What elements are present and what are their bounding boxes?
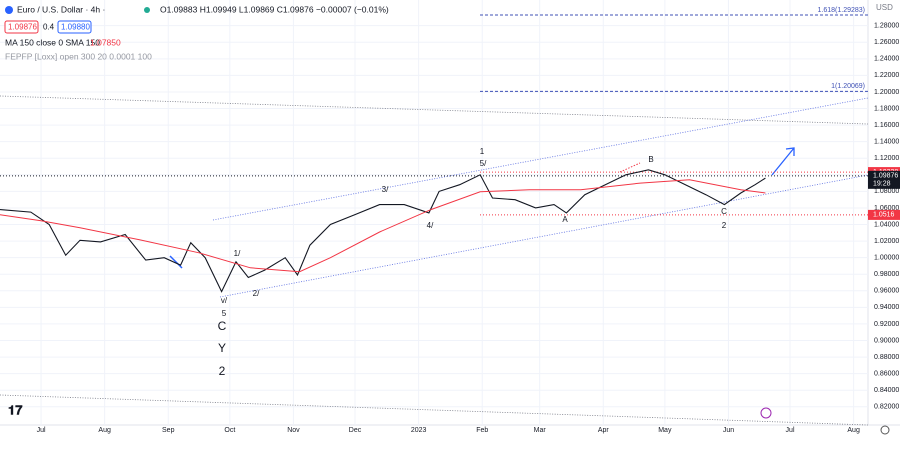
wave-label: 2 [219,364,226,378]
y-tick-label: 0.82000 [874,404,899,411]
market-status [144,7,150,13]
price-tag-time: 19:28 [873,181,891,188]
y-tick-label: 0.86000 [874,370,899,377]
ma-value: 1.07850 [90,37,121,47]
y-tick-label: 0.88000 [874,354,899,361]
sma-line [0,179,766,273]
trend-line [619,162,641,173]
x-tick-label: Nov [287,427,300,434]
price-tag [868,209,900,220]
y-tick-label: 1.02000 [874,238,899,245]
ohlc-legend: O1.09883 H1.09949 L1.09869 C1.09876 −0.0… [160,4,389,14]
wave-label: 5 [222,309,227,318]
wave-label: v/ [221,296,228,305]
y-tick-label: 1.22000 [874,72,899,79]
price-tag-label: 1.0516 [873,212,895,219]
price-tag [868,170,900,189]
wave-label: Y [218,341,226,355]
y-tick-label: 1.04000 [874,221,899,228]
price-tag-label: 1.09876 [873,173,898,180]
bid-box[interactable] [4,20,39,34]
price-line [0,169,766,293]
logo: 𝟏𝟕 [8,402,23,417]
pattern-line [169,255,183,269]
bid: 1.09876 [8,23,37,32]
wave-label: C [218,319,227,333]
y-tick-label: 0.92000 [874,321,899,328]
x-tick-label: Jun [723,427,734,434]
wave-label: 3/ [382,185,389,194]
wave-label: C [721,207,727,216]
y-tick-label: 1.24000 [874,56,899,63]
y-tick-label: 0.90000 [874,337,899,344]
wave-label: 1/ [234,249,241,258]
wave-label: 5/ [480,159,487,168]
y-tick-label: 1.28000 [874,23,899,30]
x-tick-label: Sep [162,427,175,434]
event-icon[interactable] [760,407,772,419]
ask-box[interactable] [57,20,92,34]
fib-label: 1(1.20069) [831,83,865,90]
wave-label: 2/ [253,289,260,298]
y-tick-label: 1.12000 [874,155,899,162]
y-tick-label: 1.06000 [874,205,899,212]
forecast-arrow-head [785,147,795,156]
x-tick-label: Oct [224,427,235,434]
y-tick-label: 1.00000 [874,254,899,261]
x-tick-label: Jul [786,427,795,434]
wave-label: 4/ [427,221,434,230]
ma-legend: MA 150 close 0 SMA 150 [5,37,100,47]
x-tick-label: Dec [349,427,362,434]
indicator-legend: FEPFP [Loxx] open 300 20 0.0001 100 [5,51,152,61]
y-tick-label: 0.98000 [874,271,899,278]
symbol-icon [5,6,13,14]
x-tick-label: Mar [534,427,547,434]
forecast-arrow [771,147,795,176]
settings-icon[interactable] [880,425,890,435]
wave-label: A [562,215,568,224]
y-tick-label: 1.16000 [874,122,899,129]
wave-label: B [648,155,653,164]
spread: 0.4 [43,23,55,32]
x-tick-label: 2023 [411,427,427,434]
x-tick-label: Aug [98,427,111,434]
channel-line [212,97,869,221]
x-tick-label: Feb [476,427,488,434]
x-tick-label: Aug [847,427,860,434]
fib-label: 1.618(1.29283) [818,7,865,14]
x-tick-label: Jul [37,427,46,434]
y-tick-label: 0.94000 [874,304,899,311]
y-tick-label: 1.14000 [874,139,899,146]
wave-label: 1 [480,147,485,156]
chart-title: Euro / U.S. Dollar · 4h · [17,4,105,14]
y-tick-label: 1.26000 [874,39,899,46]
x-tick-label: May [658,427,672,434]
y-tick-label: 0.84000 [874,387,899,394]
y-tick-label: 1.20000 [874,89,899,96]
wave-label: 2 [722,221,727,230]
x-tick-label: Apr [598,427,610,434]
ask: 1.09880 [61,23,90,32]
currency: USD [876,3,893,12]
y-tick-label: 1.18000 [874,105,899,112]
y-tick-label: 0.96000 [874,288,899,295]
y-tick-label: 1.08000 [874,188,899,195]
